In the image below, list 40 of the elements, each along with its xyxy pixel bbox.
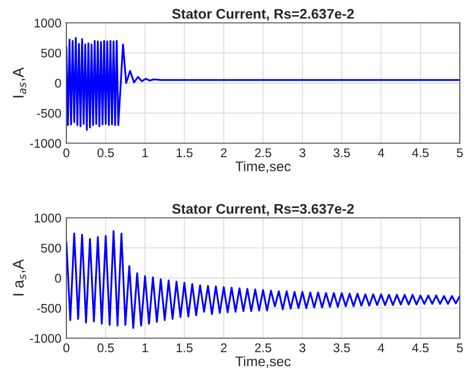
x-tick-label: 1.5	[176, 148, 193, 158]
y-tick-label: 500	[41, 244, 62, 253]
x-tick-label: 4	[378, 344, 384, 352]
x-tick-label: 0.5	[98, 148, 114, 158]
x-tick-label: 1.5	[176, 344, 193, 352]
x-tick-label: 2	[220, 148, 227, 158]
line-series	[66, 230, 460, 329]
x-tick-label: 0.5	[98, 343, 114, 352]
y-tick-label: -500	[37, 108, 62, 118]
x-tick-label: 1	[142, 148, 148, 158]
x-tick-label: 0	[63, 343, 70, 352]
x-tick-label: 3	[299, 343, 306, 352]
x-tick-label: 2.5	[255, 343, 272, 352]
x-tick-label: 4.5	[412, 344, 429, 352]
y-tick-label: 0	[55, 274, 62, 283]
x-tick-label: 3.5	[334, 148, 350, 158]
y-tick-label: -500	[37, 304, 62, 313]
chart-title: Stator Current, Rs=3.637e-2	[172, 204, 354, 216]
x-tick-label: 2	[220, 343, 227, 352]
x-tick-label: 2.5	[255, 148, 272, 158]
x-tick-label: 4	[378, 148, 384, 158]
x-tick-label: 5	[456, 344, 463, 352]
x-tick-label: 1	[142, 344, 148, 352]
y-tick-label: 0	[55, 78, 62, 88]
y-axis-title: I a$_{s}$,A	[13, 259, 26, 296]
y-tick-label: 1000	[34, 214, 62, 222]
x-axis-title: Time,sec	[235, 356, 291, 368]
y-tick-label: -1000	[30, 138, 62, 148]
x-tick-label: 4.5	[412, 148, 429, 158]
line-series	[66, 36, 460, 131]
y-tick-label: 500	[41, 48, 62, 58]
y-axis-title: I$_{as}$,A	[13, 67, 26, 98]
y-tick-label: -1000	[30, 334, 62, 343]
x-tick-label: 0	[63, 148, 70, 158]
x-tick-label: 5	[456, 148, 463, 158]
x-axis-title: Time,sec	[235, 161, 291, 173]
x-tick-label: 3.5	[334, 343, 350, 352]
x-tick-label: 3	[299, 148, 306, 158]
chart-title: Stator Current, Rs=2.637e-2	[172, 8, 354, 21]
y-tick-label: 1000	[34, 18, 62, 28]
